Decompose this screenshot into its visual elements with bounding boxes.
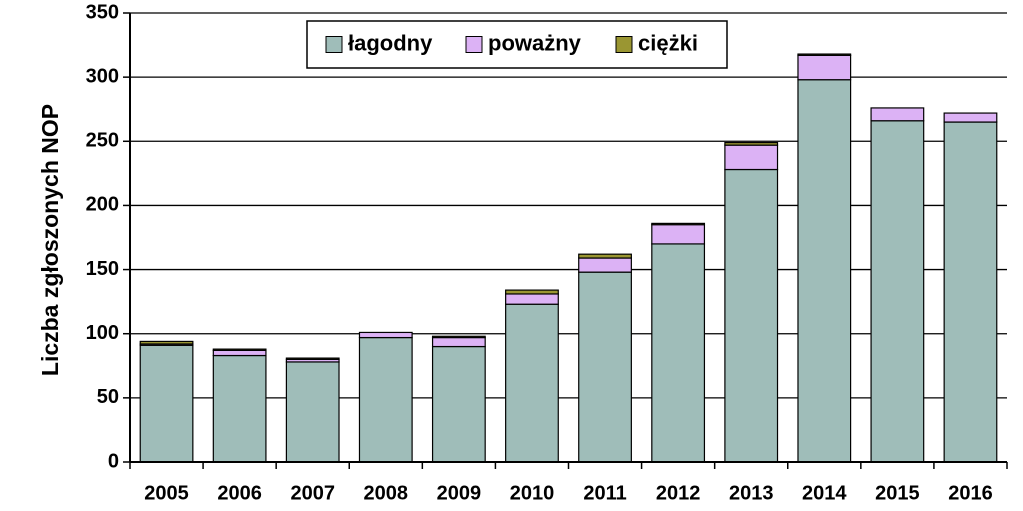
- bar-segment-2016-0: [943, 121, 998, 463]
- x-tick-label: 2012: [656, 482, 701, 504]
- y-tick-label: 200: [86, 194, 119, 216]
- x-tick-label: 2010: [510, 482, 555, 504]
- bar-segment-2011-0: [578, 271, 632, 463]
- bar-segment-2010-2: [505, 289, 559, 295]
- bar-segment-2007-0: [285, 361, 340, 463]
- legend: łagodny poważny ciężki: [306, 20, 728, 69]
- bar-segment-2011-1: [578, 257, 632, 273]
- legend-label-1: poważny: [488, 30, 582, 55]
- bar-segment-2015-1: [870, 107, 925, 122]
- x-tick-label: 2008: [364, 482, 409, 504]
- x-tick-label: 2013: [729, 482, 774, 504]
- bar-segment-2006-2: [212, 348, 267, 351]
- bar-segment-2009-2: [431, 335, 486, 339]
- bar-segment-2009-1: [431, 336, 486, 348]
- bar-segment-2015-0: [870, 120, 925, 463]
- bar-segment-2008-1: [358, 331, 413, 339]
- bar-segment-2005-0: [139, 344, 194, 463]
- bar-segment-2016-1: [943, 112, 998, 123]
- x-tick-label: 2005: [144, 482, 189, 504]
- bar-segment-2014-0: [797, 79, 852, 463]
- bar-segment-2012-1: [651, 224, 706, 245]
- bar-segment-2010-1: [505, 293, 559, 305]
- bar-segment-2010-0: [505, 303, 559, 463]
- y-axis-title: Liczba zgłoszonych NOP: [37, 104, 63, 376]
- bar-segment-2007-2: [285, 357, 340, 360]
- bar-segment-2011-2: [578, 253, 632, 259]
- y-tick-label: 150: [86, 258, 119, 280]
- bar-segment-2014-1: [797, 54, 852, 81]
- x-tick-label: 2014: [802, 482, 847, 504]
- y-tick-label: 0: [108, 450, 119, 472]
- x-tick-label: 2006: [217, 482, 262, 504]
- bar-segment-2006-0: [212, 354, 267, 463]
- y-tick-label: 350: [86, 1, 119, 23]
- tick-labels: 0 50 100 150 200 250 300 350 2005 2006 2007 2008 200…: [86, 1, 993, 504]
- x-tick-label: 2007: [290, 482, 335, 504]
- x-tick-label: 2015: [875, 482, 920, 504]
- bar-segment-2013-0: [724, 168, 779, 463]
- legend-label-2: ciężki: [638, 30, 698, 55]
- bar-segment-2013-1: [724, 144, 779, 171]
- axes: [123, 12, 1008, 469]
- bar-segment-2013-2: [724, 141, 779, 146]
- bar-segment-2008-0: [358, 336, 413, 463]
- y-tick-label: 100: [86, 322, 119, 344]
- bar-segment-2009-0: [431, 345, 486, 463]
- y-tick-label: 250: [86, 130, 119, 152]
- bar-segment-2012-2: [651, 222, 706, 226]
- legend-label-0: łagodny: [348, 30, 433, 55]
- gridlines: [130, 12, 1007, 399]
- bar-segment-2012-0: [651, 243, 706, 463]
- bar-segment-2005-2: [139, 340, 194, 345]
- x-tick-label: 2009: [437, 482, 482, 504]
- bars: [139, 53, 998, 463]
- legend-swatch-1: [465, 36, 483, 53]
- bar-segment-2006-1: [212, 349, 267, 357]
- legend-swatch-0: [325, 36, 343, 53]
- bar-segment-2014-2: [797, 53, 852, 56]
- x-tick-label: 2011: [583, 482, 626, 504]
- legend-swatch-2: [615, 36, 633, 53]
- x-tick-label: 2016: [948, 482, 993, 504]
- legend-box: [306, 20, 728, 69]
- y-tick-label: 50: [97, 386, 119, 408]
- y-tick-label: 300: [86, 65, 119, 87]
